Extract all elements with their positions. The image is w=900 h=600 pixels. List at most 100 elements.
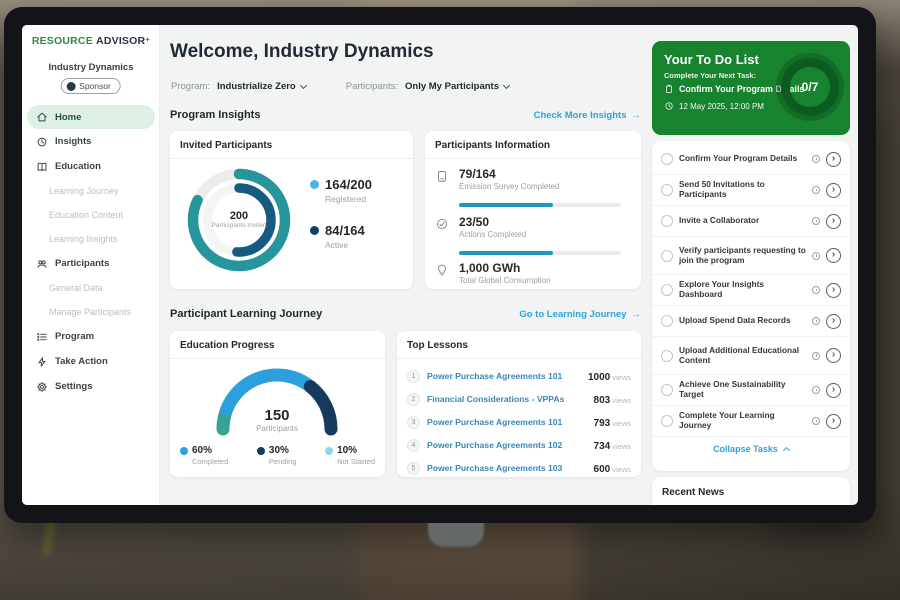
check-more-insights-link[interactable]: Check More Insights → [533,109,641,121]
sidebar-item-manage-participants[interactable]: Manage Participants [49,307,132,317]
task-checkbox[interactable] [661,249,673,262]
active-label: Active [325,240,349,250]
clock-icon [812,351,820,360]
task-row[interactable]: Confirm Your Program Details › [652,144,850,175]
top-lessons-card: Top Lessons 1 Power Purchase Agreements … [397,331,641,477]
task-label: Upload Additional Educational Content [679,344,799,365]
sidebar-item-learning-insights[interactable]: Learning Insights [49,234,118,244]
lesson-link[interactable]: Power Purchase Agreements 102 [427,440,563,450]
views-count: 793 [593,418,611,429]
sidebar-item-label: Take Action [55,356,108,367]
task-row[interactable]: Complete Your Learning Journey › [652,406,850,437]
sidebar-item-education-content[interactable]: Education Content [49,210,124,220]
task-row[interactable]: Explore Your Insights Dashboard › [652,275,850,306]
task-row[interactable]: Send 50 Invitations to Participants › [652,175,850,206]
recent-news-title: Recent News [652,477,850,505]
go-to-learning-journey-link[interactable]: Go to Learning Journey → [519,308,641,320]
task-checkbox[interactable] [661,215,673,227]
task-go-button[interactable]: › [826,382,841,398]
task-row[interactable]: Verify participants requesting to join t… [652,237,850,275]
participants-filter-select[interactable]: Only My Participants [405,81,511,92]
sidebar-item-settings[interactable]: Settings [22,374,160,399]
views-count: 600 [593,464,611,475]
sidebar-nav: Home Insights Education Learning Journey… [22,105,160,399]
card-title: Education Progress [170,331,385,359]
todo-tasks-card: Confirm Your Program Details › Send 50 I… [652,141,850,471]
task-row[interactable]: Achieve One Sustainability Target › [652,375,850,406]
sidebar-item-insights[interactable]: Insights [22,129,160,154]
lesson-link[interactable]: Financial Considerations - VPPAs [427,394,565,404]
lesson-link[interactable]: Power Purchase Agreements 103 [427,463,563,473]
sidebar: RESOURCE ADVISOR+ Industry Dynamics Spon… [22,25,160,505]
chevron-right-icon: › [831,349,836,360]
task-checkbox[interactable] [661,315,673,327]
task-go-button[interactable]: › [826,182,841,198]
task-go-button[interactable]: › [826,213,841,229]
sidebar-item-learning-journey[interactable]: Learning Journey [49,186,119,196]
stat-value: 1,000 GWh [459,261,521,275]
clock-icon [812,155,820,163]
task-go-button[interactable]: › [826,248,841,263]
task-go-button[interactable]: › [826,413,841,429]
registered-legend: 164/200 Registered [310,177,372,204]
chevron-up-icon [782,446,790,455]
card-title: Invited Participants [170,131,413,159]
lesson-link[interactable]: Power Purchase Agreements 101 [427,417,563,427]
sidebar-item-general-data[interactable]: General Data [49,283,103,293]
stat-value: 23/50 [459,215,490,229]
task-go-button[interactable]: › [826,151,841,167]
task-checkbox[interactable] [661,384,673,396]
clock-icon [812,217,820,225]
task-checkbox[interactable] [661,415,673,427]
card-title: Top Lessons [397,331,641,359]
donut-center-value: 200 [229,209,249,222]
lesson-row[interactable]: 4 Power Purchase Agreements 102 734 views [407,434,631,456]
todo-next-task: Confirm Your Program Details [664,84,804,94]
task-checkbox[interactable] [661,184,673,196]
lesson-row[interactable]: 5 Power Purchase Agreements 103 600 views [407,457,631,479]
task-row[interactable]: Invite a Collaborator › [652,206,850,237]
gear-icon [37,381,47,392]
task-row[interactable]: Upload Spend Data Records › [652,306,850,337]
task-go-button[interactable]: › [826,313,841,329]
recent-news-card: Recent News [652,477,850,505]
sidebar-item-label: Home [55,111,82,123]
section-title: Program Insights [170,109,261,121]
sidebar-item-program[interactable]: Program [22,324,160,349]
chevron-down-icon [502,81,511,89]
chevron-right-icon: › [831,283,836,295]
actions-icon [436,218,448,230]
task-row[interactable]: Upload Additional Educational Content › [652,337,850,375]
task-go-button[interactable]: › [826,348,841,363]
collapse-tasks-link[interactable]: Collapse Tasks [652,437,850,461]
sidebar-item-take-action[interactable]: Take Action [22,349,160,374]
lightbulb-icon [438,264,446,276]
sidebar-item-participants[interactable]: Participants [22,251,160,276]
views-count: 1000 [587,372,611,383]
todo-progress-ring: 0/7 [781,58,839,116]
task-checkbox[interactable] [661,349,673,362]
pending-dot-icon [256,446,265,455]
lesson-link[interactable]: Power Purchase Agreements 101 [427,371,563,381]
sponsor-badge-label: Sponsor [79,81,111,91]
lesson-row[interactable]: 1 Power Purchase Agreements 101 1000 view… [407,365,631,387]
participants-icon [37,259,47,268]
lesson-row[interactable]: 2 Financial Considerations - VPPAs 803 vi… [407,388,631,410]
sidebar-item-label: Participants [55,258,110,269]
chevron-right-icon: › [831,414,836,426]
task-label: Confirm Your Program Details [679,153,798,164]
task-go-button[interactable]: › [826,282,841,298]
sidebar-item-education[interactable]: Education [22,154,160,179]
lesson-row[interactable]: 3 Power Purchase Agreements 101 793 views [407,411,631,433]
invited-participants-donut-chart: 200 Participants Invited [184,165,294,275]
legend-pending: 30% Pending [256,445,296,466]
program-filter-value: Industrialize Zero [217,81,296,92]
task-checkbox[interactable] [661,153,673,165]
task-checkbox[interactable] [661,284,673,296]
section-title: Participant Learning Journey [170,308,323,320]
program-filter-select[interactable]: Industrialize Zero [217,81,307,92]
active-dot-icon [310,226,319,235]
sidebar-item-home[interactable]: Home [27,105,155,129]
dashboard-screen: RESOURCE ADVISOR+ Industry Dynamics Spon… [22,25,858,505]
registered-value: 164/200 [325,177,372,192]
